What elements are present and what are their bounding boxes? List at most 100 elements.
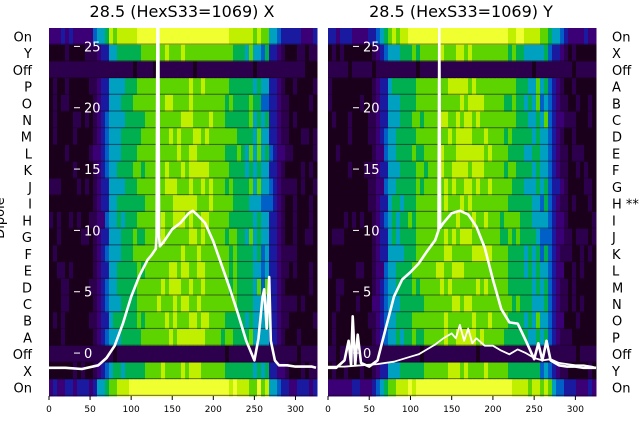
- heatmap-cell: [181, 379, 186, 397]
- heatmap-cell: [129, 329, 134, 347]
- heatmap-cell: [384, 44, 389, 62]
- heatmap-cell: [448, 312, 453, 330]
- heatmap-cell: [568, 111, 573, 129]
- heatmap-cell: [432, 61, 437, 79]
- heatmap-cell: [480, 312, 485, 330]
- heatmap-cell: [309, 329, 314, 347]
- heatmap-cell: [97, 161, 102, 180]
- heatmap-cell: [77, 44, 82, 62]
- heatmap-cell: [53, 195, 58, 213]
- heatmap-cell: [129, 195, 134, 213]
- heatmap-cell: [201, 345, 206, 364]
- heatmap-cell: [53, 94, 58, 113]
- heatmap-cell: [504, 61, 509, 79]
- heatmap-cell: [588, 379, 593, 397]
- heatmap-cell: [205, 379, 210, 397]
- heatmap-cell: [416, 212, 421, 230]
- heatmap-cell: [237, 44, 242, 62]
- heatmap-cell: [392, 278, 397, 297]
- heatmap-cell: [508, 44, 513, 62]
- heatmap-cell: [460, 228, 465, 246]
- heatmap-cell: [448, 178, 453, 196]
- heatmap-cell: [540, 295, 545, 313]
- heatmap-cell: [496, 61, 501, 79]
- heatmap-cell: [404, 195, 409, 213]
- heatmap-cell: [185, 379, 190, 397]
- heatmap-cell: [388, 278, 393, 297]
- heatmap-cell: [121, 78, 126, 96]
- heatmap-cell: [336, 262, 341, 280]
- heatmap-cell: [153, 245, 158, 263]
- heatmap-cell: [496, 312, 501, 330]
- heatmap-cell: [273, 278, 278, 297]
- heatmap-cell: [157, 312, 162, 330]
- heatmap-cell: [193, 278, 198, 297]
- heatmap-cell: [556, 245, 561, 263]
- heatmap-cell: [145, 212, 150, 230]
- heatmap-cell: [444, 145, 449, 163]
- heatmap-cell: [340, 228, 345, 246]
- heatmap-cell: [436, 329, 441, 347]
- heatmap-cell: [49, 245, 54, 263]
- heatmap-cell: [169, 295, 174, 313]
- heatmap-cell: [161, 345, 166, 364]
- heatmap-cell: [73, 245, 78, 263]
- heatmap-cell: [225, 262, 230, 280]
- heatmap-cell: [416, 44, 421, 62]
- heatmap-cell: [328, 78, 333, 96]
- row-label: C: [612, 114, 621, 129]
- heatmap-cell: [504, 245, 509, 263]
- heatmap-cell: [348, 379, 353, 397]
- heatmap-cell: [225, 228, 230, 246]
- heatmap-cell: [336, 128, 341, 146]
- heatmap-cell: [352, 61, 357, 79]
- heatmap-cell: [221, 278, 226, 297]
- heatmap-cell: [460, 145, 465, 163]
- heatmap-cell: [81, 161, 86, 180]
- heatmap-cell: [233, 178, 238, 196]
- heatmap-cell: [241, 228, 246, 246]
- heatmap-cell: [592, 379, 597, 397]
- heatmap-cell: [277, 128, 282, 146]
- heatmap-cell: [113, 94, 118, 113]
- heatmap-cell: [564, 128, 569, 146]
- heatmap-cell: [364, 61, 369, 79]
- heatmap-cell: [149, 278, 154, 297]
- heatmap-cell: [352, 28, 357, 46]
- heatmap-cell: [285, 345, 290, 364]
- heatmap-cell: [548, 94, 553, 113]
- heatmap-cell: [185, 44, 190, 62]
- heatmap-cell: [281, 212, 286, 230]
- heatmap-cell: [432, 379, 437, 397]
- heatmap-cell: [61, 345, 66, 364]
- heatmap-cell: [384, 379, 389, 397]
- heatmap-cell: [281, 329, 286, 347]
- heatmap-cell: [161, 245, 166, 263]
- heatmap-cell: [460, 128, 465, 146]
- heatmap-cell: [205, 329, 210, 347]
- heatmap-cell: [153, 28, 158, 46]
- heatmap-cell: [145, 44, 150, 62]
- heatmap-cell: [165, 212, 170, 230]
- heatmap-cell: [221, 28, 226, 46]
- heatmap-cell: [101, 312, 106, 330]
- heatmap-cell: [281, 345, 286, 364]
- heatmap-cell: [344, 329, 349, 347]
- heatmap-cell: [380, 312, 385, 330]
- heatmap-cell: [548, 178, 553, 196]
- heatmap-cell: [568, 295, 573, 313]
- heatmap-cell: [496, 195, 501, 213]
- heatmap-cell: [392, 295, 397, 313]
- heatmap-cell: [464, 228, 469, 246]
- heatmap-cell: [416, 329, 421, 347]
- heatmap-cell: [372, 245, 377, 263]
- heatmap-cell: [456, 195, 461, 213]
- heatmap-cell: [269, 379, 274, 397]
- heatmap-cell: [584, 94, 589, 113]
- heatmap-cell: [189, 94, 194, 113]
- heatmap-cell: [225, 212, 230, 230]
- heatmap-cell: [309, 362, 314, 380]
- heatmap-cell: [153, 312, 158, 330]
- heatmap-cell: [53, 278, 58, 297]
- row-separator: [328, 394, 596, 396]
